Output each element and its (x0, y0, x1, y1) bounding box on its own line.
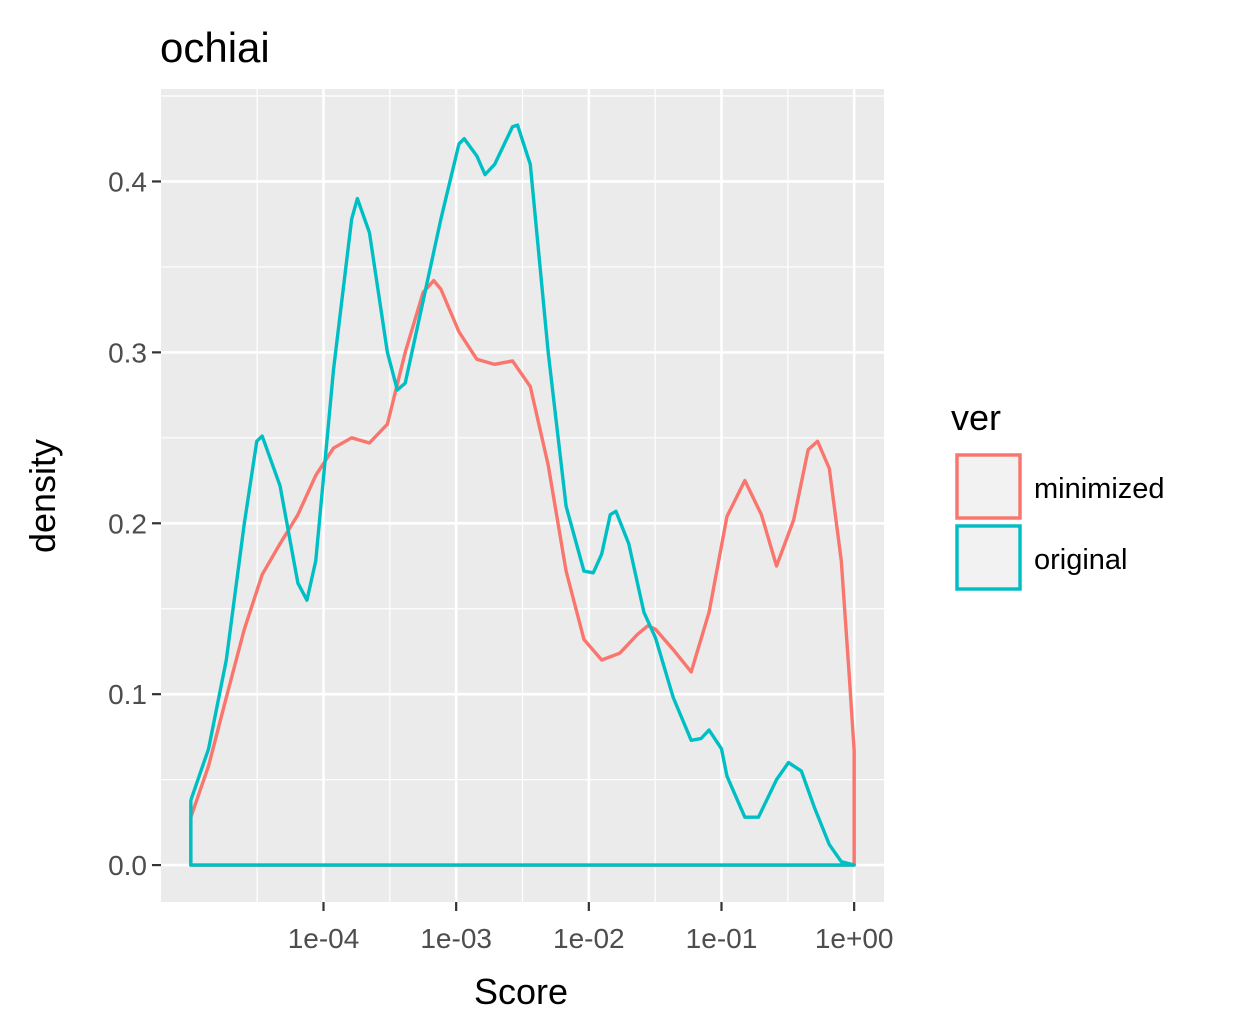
series-line-original (189, 123, 856, 867)
x-tick-label: 1e-03 (420, 923, 492, 954)
x-axis-title: Score (474, 971, 568, 1012)
y-tick-label: 0.0 (108, 850, 147, 881)
legend-key-minimized (955, 453, 1022, 520)
legend-key-original (955, 524, 1022, 591)
legend: ver minimized original (951, 397, 1165, 591)
legend-label-original: original (1034, 544, 1128, 576)
x-tick-label: 1e-02 (553, 923, 625, 954)
y-axis: 0.0 0.1 0.2 0.3 0.4 (108, 166, 161, 881)
legend-key-bg (955, 453, 1022, 520)
y-tick-label: 0.3 (108, 337, 147, 368)
x-tick-label: 1e+00 (815, 923, 894, 954)
y-tick-label: 0.1 (108, 679, 147, 710)
chart-title: ochiai (160, 24, 270, 71)
legend-title: ver (951, 397, 1001, 438)
x-tick-label: 1e-04 (288, 923, 360, 954)
series-lines (189, 123, 856, 867)
x-axis: 1e-04 1e-03 1e-02 1e-01 1e+00 (288, 902, 894, 954)
y-axis-title: density (22, 439, 63, 553)
x-tick-label: 1e-01 (686, 923, 758, 954)
y-tick-label: 0.4 (108, 166, 147, 197)
y-tick-label: 0.2 (108, 508, 147, 539)
legend-label-minimized: minimized (1034, 473, 1165, 505)
legend-key-bg (955, 524, 1022, 591)
